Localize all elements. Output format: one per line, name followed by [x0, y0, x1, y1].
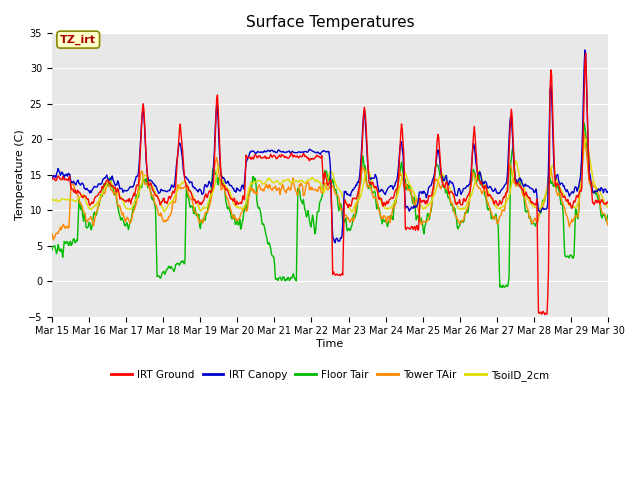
X-axis label: Time: Time: [316, 339, 344, 349]
Y-axis label: Temperature (C): Temperature (C): [15, 129, 25, 220]
Legend: IRT Ground, IRT Canopy, Floor Tair, Tower TAir, TsoilD_2cm: IRT Ground, IRT Canopy, Floor Tair, Towe…: [107, 366, 554, 385]
Text: TZ_irt: TZ_irt: [60, 35, 96, 45]
Title: Surface Temperatures: Surface Temperatures: [246, 15, 414, 30]
